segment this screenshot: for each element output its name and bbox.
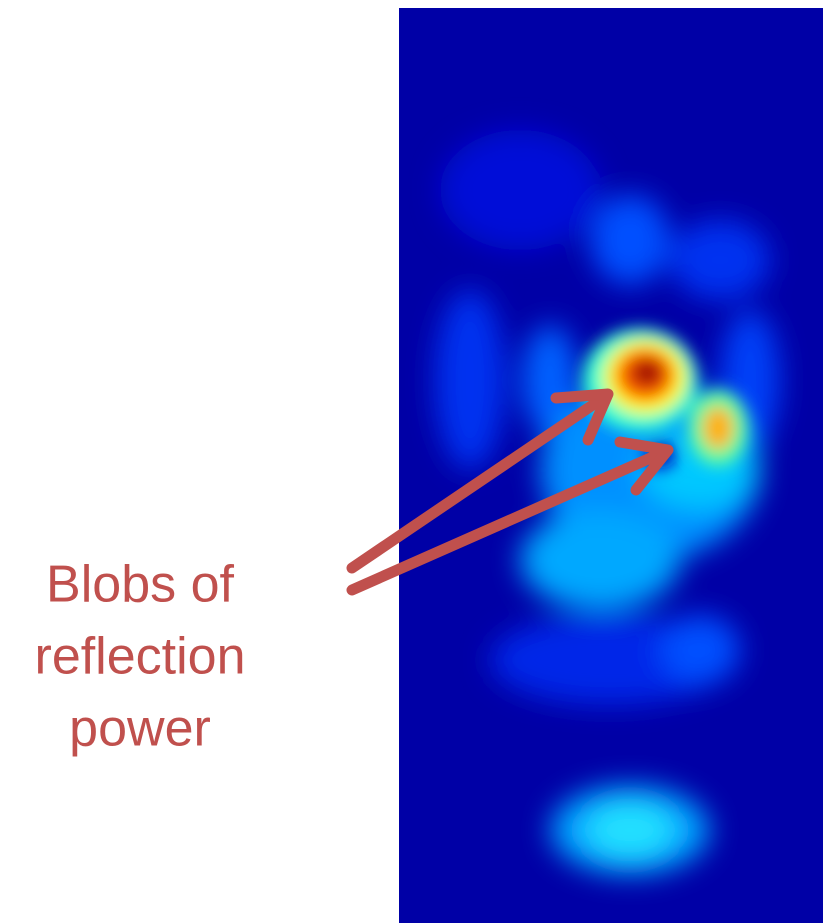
page: Blobs of reflection power (() => { const… [0,0,823,923]
annotation-line: Blobs of [46,556,234,614]
annotation-line: power [69,700,211,758]
annotation-line: reflection [35,628,246,686]
figure: Blobs of reflection power [0,0,823,923]
heatmap [399,8,823,923]
